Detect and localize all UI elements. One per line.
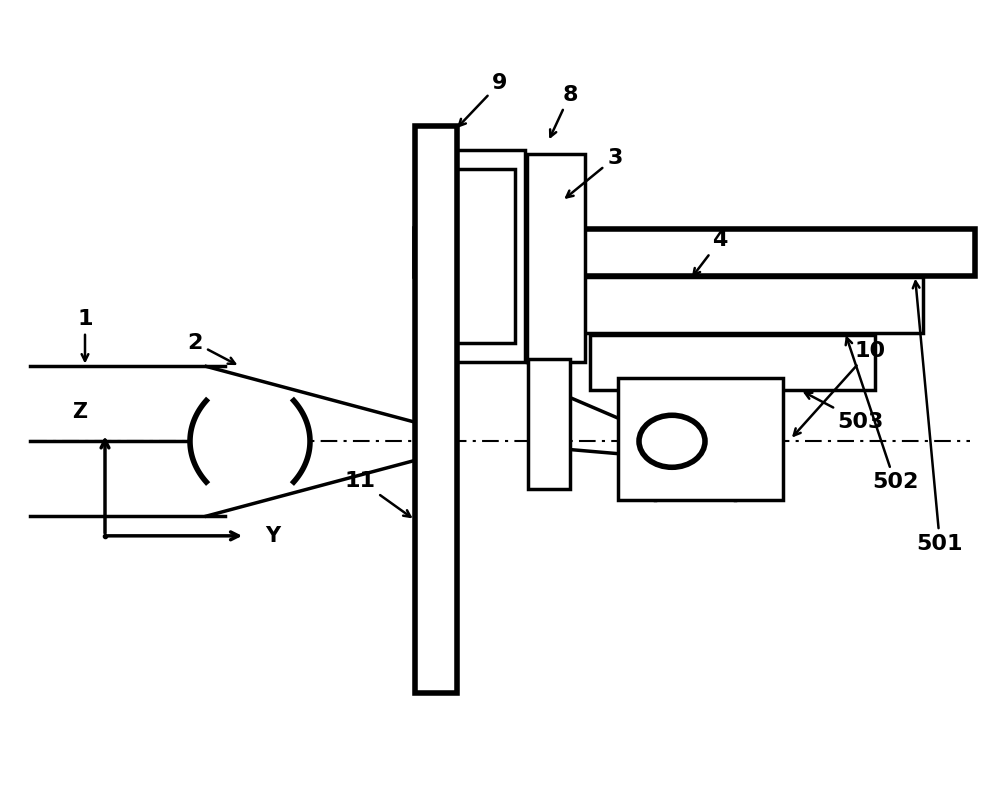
Bar bbox=[543, 277, 923, 333]
Text: 502: 502 bbox=[846, 338, 918, 492]
Bar bbox=[415, 126, 457, 693]
Bar bbox=[415, 229, 975, 276]
Text: 10: 10 bbox=[794, 340, 886, 436]
Text: 3: 3 bbox=[566, 147, 623, 198]
Text: 503: 503 bbox=[805, 392, 883, 432]
Circle shape bbox=[639, 415, 705, 467]
Polygon shape bbox=[190, 400, 310, 482]
Text: 1: 1 bbox=[77, 309, 93, 361]
Text: 501: 501 bbox=[913, 281, 963, 554]
Bar bbox=[430, 150, 525, 362]
Bar bbox=[527, 154, 585, 362]
Text: Y: Y bbox=[265, 526, 280, 546]
Bar bbox=[440, 169, 515, 343]
Text: 8: 8 bbox=[550, 84, 578, 137]
Text: 2: 2 bbox=[187, 333, 235, 364]
Text: Z: Z bbox=[72, 402, 88, 422]
Text: 4: 4 bbox=[693, 230, 728, 275]
Bar bbox=[590, 335, 875, 390]
Text: 11: 11 bbox=[344, 470, 410, 517]
Text: 9: 9 bbox=[459, 72, 508, 126]
Bar bbox=[618, 378, 783, 500]
Bar bbox=[528, 359, 570, 489]
